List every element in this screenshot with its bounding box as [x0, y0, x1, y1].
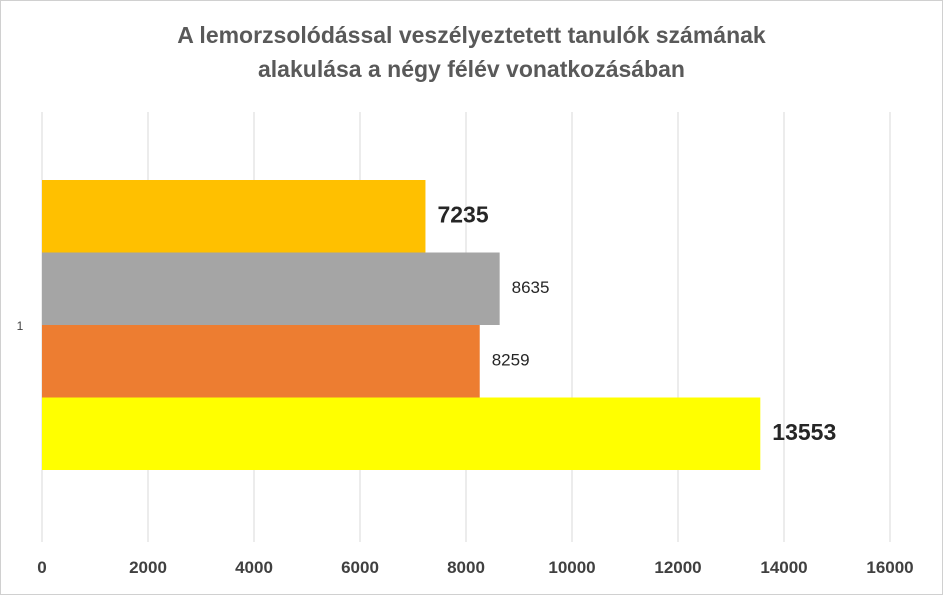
data-label-series-2: 8635: [512, 278, 550, 297]
bar-series-1: [42, 180, 426, 253]
x-tick-label: 6000: [341, 558, 379, 577]
data-label-series-3: 8259: [492, 351, 530, 370]
chart-title-line-2: alakulása a négy félév vonatkozásában: [258, 56, 685, 82]
bar-series-2: [42, 252, 500, 325]
chart-title: A lemorzsolódással veszélyeztetett tanul…: [0, 18, 943, 86]
x-tick-label: 12000: [654, 558, 701, 577]
data-label-series-4: 13553: [772, 419, 836, 445]
x-tick-label: 8000: [447, 558, 485, 577]
x-tick-label: 0: [37, 558, 46, 577]
x-tick-label: 10000: [548, 558, 595, 577]
bar-series-3: [42, 325, 480, 398]
chart-title-line-1: A lemorzsolódással veszélyeztetett tanul…: [177, 22, 766, 48]
data-label-series-1: 7235: [437, 201, 488, 227]
x-tick-label: 2000: [129, 558, 167, 577]
x-tick-label: 16000: [866, 558, 913, 577]
x-tick-label: 14000: [760, 558, 807, 577]
bar-series-4: [42, 397, 761, 470]
category-label: 1: [17, 319, 24, 333]
x-tick-label: 4000: [235, 558, 273, 577]
